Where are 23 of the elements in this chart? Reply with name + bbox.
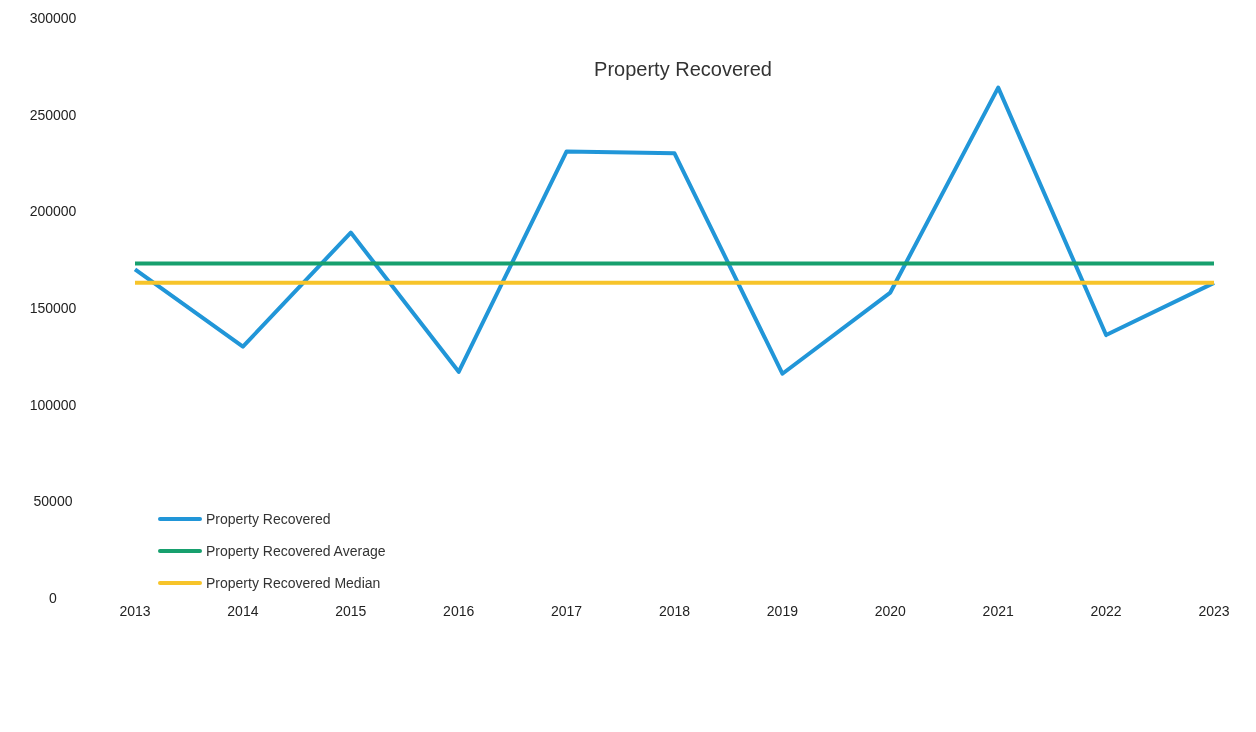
legend-label: Property Recovered Median — [206, 575, 381, 591]
x-tick-label: 2014 — [227, 602, 259, 619]
x-tick-label: 2015 — [335, 602, 367, 619]
x-tick-label: 2013 — [119, 602, 151, 619]
x-tick-label: 2017 — [551, 602, 583, 619]
x-tick-label: 2019 — [766, 602, 799, 619]
y-tick-label: 250000 — [29, 106, 77, 123]
y-tick-label: 50000 — [33, 493, 73, 510]
x-tick-label: 2023 — [1198, 602, 1230, 619]
x-tick-label: 2021 — [982, 602, 1014, 619]
text: Property Recovered — [593, 58, 773, 81]
y-tick-label: 150000 — [29, 299, 77, 316]
y-tick-label: 100000 — [29, 396, 77, 413]
legend-label: Property Recovered Average — [206, 543, 386, 559]
y-tick-label: 0 — [49, 589, 58, 606]
line-series — [133, 85, 1216, 376]
y-tick-label: 300000 — [29, 9, 77, 26]
x-tick-label: 2020 — [874, 602, 907, 619]
x-tick-label: 2016 — [443, 602, 475, 619]
legend-label: Property Recovered — [206, 511, 331, 527]
y-tick-label: 200000 — [29, 203, 77, 220]
x-tick-label: 2018 — [658, 602, 691, 619]
x-tick-label: 2022 — [1090, 602, 1122, 619]
